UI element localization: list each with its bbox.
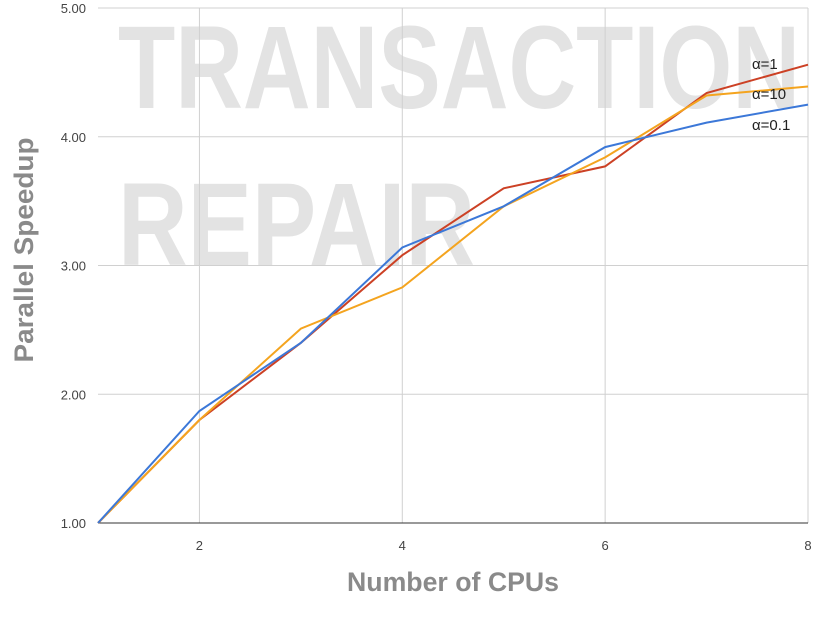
x-tick-label: 6 (602, 538, 609, 553)
y-tick-label: 1.00 (61, 516, 86, 531)
y-tick-label: 4.00 (61, 130, 86, 145)
y-axis-title: Parallel Speedup (9, 138, 39, 363)
x-axis-title: Number of CPUs (347, 567, 559, 597)
series-label: α=10 (752, 86, 786, 103)
series-label: α=0.1 (752, 117, 790, 134)
y-tick-label: 2.00 (61, 387, 86, 402)
x-tick-label: 4 (399, 538, 406, 553)
y-tick-label: 5.00 (61, 1, 86, 16)
x-tick-label: 8 (804, 538, 811, 553)
series-label: α=1 (752, 56, 778, 73)
x-tick-label: 2 (196, 538, 203, 553)
watermark: TRANSACTION (118, 2, 800, 134)
y-tick-label: 3.00 (61, 259, 86, 274)
series-line (97, 103, 809, 524)
series-line (97, 85, 809, 524)
watermark: REPAIR (118, 159, 475, 291)
background-layer: TRANSACTION REPAIR (98, 2, 809, 523)
